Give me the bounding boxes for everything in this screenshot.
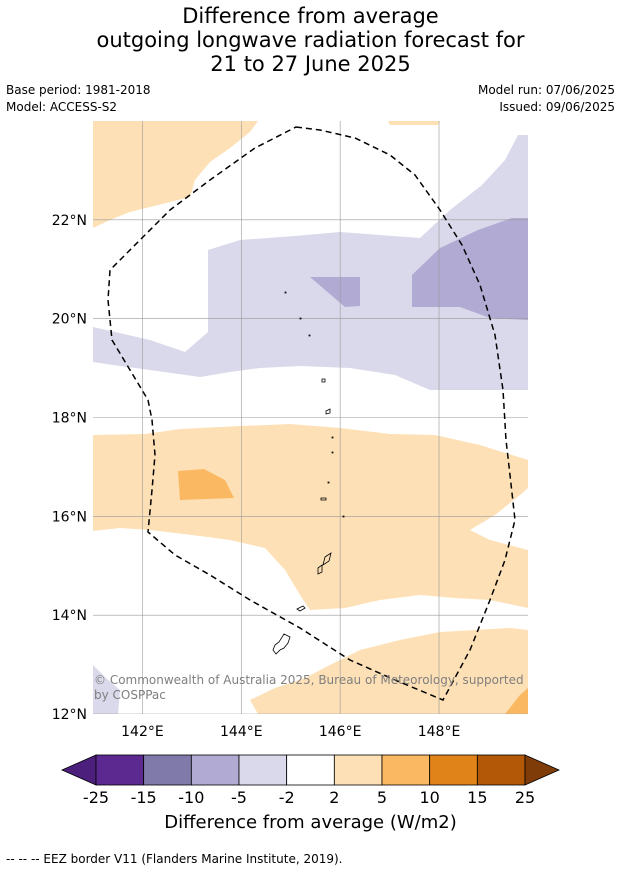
lon-tick-label: 146°E xyxy=(319,724,362,740)
longitude-labels: 142°E 144°E 146°E 148°E xyxy=(121,724,460,740)
issued-date: Issued: 09/06/2025 xyxy=(499,100,615,114)
model-run: Model run: 07/06/2025 xyxy=(477,83,615,97)
positive-anomaly-region-top xyxy=(388,121,440,125)
latitude-labels: 22°N 20°N 18°N 16°N 14°N 12°N xyxy=(52,213,87,723)
base-period: Base period: 1981-2018 xyxy=(6,83,151,97)
moderate-negative-anomaly-east xyxy=(412,218,528,320)
negative-anomaly-band xyxy=(93,135,528,390)
colorbar-box xyxy=(190,754,240,786)
colorbar-tick-label: 5 xyxy=(377,788,387,807)
small-island-8 xyxy=(299,317,302,320)
colorbar-box xyxy=(143,754,192,786)
gridlines xyxy=(93,121,528,714)
small-island-4 xyxy=(331,436,334,439)
small-island-7 xyxy=(308,334,311,337)
colorbar-tick-label: -2 xyxy=(279,788,295,807)
model-name: Model: ACCESS-S2 xyxy=(6,100,118,114)
eez-footnote: -- -- -- EEZ border V11 (Flanders Marine… xyxy=(6,852,343,866)
colorbar-box xyxy=(238,754,288,786)
lat-tick-label: 20°N xyxy=(52,312,87,328)
map-title: Difference from average outgoing longwav… xyxy=(0,4,621,76)
saipan-island xyxy=(322,552,332,566)
lon-tick-label: 148°E xyxy=(418,724,461,740)
colorbar-box xyxy=(333,754,383,786)
colorbar-tick-label: -5 xyxy=(231,788,247,807)
guam-island xyxy=(272,633,291,655)
colorbar: -25 -15 -10 -5 -2 2 5 10 15 25 xyxy=(61,754,560,807)
lat-tick-label: 12°N xyxy=(52,707,87,723)
moderate-negative-anomaly-center xyxy=(310,277,360,307)
title-line-1: Difference from average xyxy=(182,4,439,28)
copyright-line-1: © Commonwealth of Australia 2025, Bureau… xyxy=(94,673,524,687)
small-island-9 xyxy=(284,291,287,294)
small-island-6 xyxy=(342,515,345,518)
colorbar-box xyxy=(429,754,478,786)
positive-anomaly-region-top-left xyxy=(93,121,258,228)
title-line-2: outgoing longwave radiation forecast for xyxy=(96,28,525,52)
small-island-3 xyxy=(321,378,326,383)
colorbar-label: Difference from average (W/m2) xyxy=(164,812,457,833)
colorbar-tick-label: -25 xyxy=(83,788,109,807)
colorbar-tick-label: 25 xyxy=(515,788,535,807)
islands xyxy=(272,291,345,655)
lat-tick-label: 18°N xyxy=(52,411,87,427)
small-island-5 xyxy=(327,481,330,484)
lat-tick-label: 16°N xyxy=(52,509,87,525)
meta-left: Base period: 1981-2018 Model: ACCESS-S2 xyxy=(6,82,151,116)
small-island-1 xyxy=(320,497,327,501)
colorbar-tick-label: -15 xyxy=(131,788,157,807)
lat-tick-label: 14°N xyxy=(52,608,87,624)
meta-right: Model run: 07/06/2025 Issued: 09/06/2025 xyxy=(478,82,615,116)
colorbar-box xyxy=(476,754,526,786)
eez-border xyxy=(107,126,516,701)
colorbar-tick-label: 15 xyxy=(467,788,487,807)
colorbar-box xyxy=(381,754,431,786)
negative-anomaly-bottom-left xyxy=(93,665,120,714)
small-island-2 xyxy=(325,408,331,415)
lon-tick-label: 142°E xyxy=(121,724,164,740)
positive-anomaly-region-bottom xyxy=(250,628,528,714)
moderate-positive-anomaly xyxy=(178,469,234,500)
lat-tick-label: 22°N xyxy=(52,213,87,229)
colorbar-tick-label: 10 xyxy=(419,788,439,807)
colorbar-box xyxy=(95,754,145,786)
colorbar-extend-low xyxy=(61,754,97,786)
lon-tick-label: 144°E xyxy=(220,724,263,740)
colorbar-box xyxy=(286,754,335,786)
small-island-10 xyxy=(331,451,334,454)
tinian-island xyxy=(317,564,323,575)
moderate-positive-anomaly-bottom-right xyxy=(505,688,528,714)
colorbar-extend-high xyxy=(524,754,560,786)
colorbar-tick-label: 2 xyxy=(329,788,339,807)
title-line-3: 21 to 27 June 2025 xyxy=(210,52,411,76)
colorbar-tick-label: -10 xyxy=(178,788,204,807)
rota-island xyxy=(296,605,306,612)
anomaly-map-area: © Commonwealth of Australia 2025, Bureau… xyxy=(93,121,528,714)
copyright-line-2: by COSPPac xyxy=(94,688,166,702)
